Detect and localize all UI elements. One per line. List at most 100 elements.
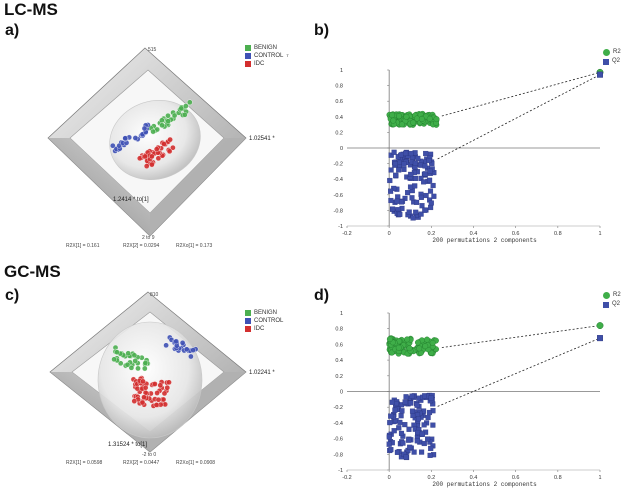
- b-r2-perm-point: [389, 112, 396, 119]
- d-q2-perm-point: [386, 434, 392, 440]
- cluster-c-idc-point: [153, 402, 160, 408]
- b-q2-perm-point: [431, 193, 437, 199]
- panel-letter-c: c): [5, 287, 20, 304]
- d-r2-perm-point: [415, 339, 422, 346]
- cluster-c-benign-point: [111, 356, 117, 363]
- d-r2-perm-point: [404, 336, 411, 343]
- b-r2-perm-point: [433, 116, 440, 123]
- d-q2-perm-point: [421, 422, 427, 428]
- d-r2-perm-point: [429, 339, 436, 346]
- d-q2-perm-point: [394, 449, 400, 455]
- cluster-a-benign-point: [178, 105, 185, 112]
- d-q2-perm-point: [408, 400, 414, 406]
- legend-c: BENIGN CONTROL IDC: [245, 309, 283, 333]
- b-q2-perm-point: [395, 194, 401, 200]
- d-q2-perm-point: [388, 413, 394, 419]
- d-ytick-label: 0: [340, 390, 343, 396]
- plot-c-r2x-1: R2X[1] = 0.0598: [66, 460, 102, 466]
- d-q2-perm-point: [421, 440, 427, 447]
- b-r2-perm-point: [403, 113, 410, 120]
- d-ytick-label: 0.2: [335, 374, 343, 380]
- b-q2-perm-point: [427, 177, 433, 183]
- b-xtick-label: 0.2: [428, 231, 436, 237]
- d-q2-perm-point: [407, 444, 413, 450]
- b-xtick-label: 0: [388, 231, 391, 237]
- panel-letter-d: d): [314, 287, 330, 304]
- d-q2-perm-point: [411, 449, 417, 455]
- b-q2-perm-point: [393, 172, 399, 178]
- d-q2-perm-point: [415, 416, 422, 422]
- b-ytick-label: 0.6: [335, 99, 343, 105]
- d-ytick-label: -0.4: [334, 421, 343, 427]
- b-ytick-label: 0: [340, 146, 343, 152]
- d-ytick-label: 0.8: [335, 327, 343, 333]
- cluster-c-benign-point: [131, 352, 138, 359]
- b-q2-perm-point: [398, 199, 405, 205]
- b-q2-perm-point: [423, 150, 429, 157]
- legend-d-q2: Q2: [603, 300, 621, 309]
- d-r2-perm-point: [406, 345, 413, 352]
- legend-c-control: CONTROL: [245, 317, 283, 325]
- b-r2-perm-point: [426, 115, 433, 122]
- plot-a-clusters: [110, 99, 193, 169]
- b-q2-perm-point: [396, 167, 402, 173]
- b-ytick-label: 0.8: [335, 84, 343, 90]
- cluster-a-benign-point: [182, 103, 189, 109]
- cluster-c-idc-point: [157, 382, 164, 389]
- b-q2-perm-point: [412, 160, 418, 166]
- plot-c-bottom-tick: -2 to 0: [142, 452, 156, 458]
- cluster-a-benign-point: [171, 112, 178, 119]
- legend-a-idc-label: IDC: [254, 61, 265, 67]
- b-q2-perm-point: [388, 188, 394, 194]
- legend-b-r2: R2: [603, 48, 621, 57]
- legend-d: R2 Q2: [603, 291, 621, 309]
- cluster-a-idc-point: [149, 153, 155, 160]
- d-q2-perm-point: [419, 449, 425, 455]
- d-ytick-label: -0.8: [334, 452, 343, 458]
- b-q2-perm-point: [418, 194, 424, 200]
- panel-letter-b: b): [314, 22, 330, 39]
- plot-a-r2x-2: R2X[2] = 0.0294: [123, 243, 159, 249]
- legend-b-q2: Q2: [603, 57, 621, 66]
- cluster-c-idc-point: [154, 390, 160, 396]
- d-q2-perm-point: [425, 436, 431, 442]
- d-q2-regression-line: [437, 337, 601, 407]
- legend-c-idc: IDC: [245, 325, 283, 333]
- d-q2-perm-point: [430, 422, 436, 428]
- cluster-c-control-point: [163, 342, 169, 349]
- d-q2-perm-point: [387, 420, 393, 426]
- b-ytick-label: -0.2: [334, 162, 343, 168]
- d-q2-perm-point: [406, 437, 412, 443]
- cluster-c-idc-point: [140, 378, 146, 385]
- b-r2-perm-point: [399, 121, 406, 128]
- cluster-c-benign-point: [135, 365, 141, 372]
- d-q2-perm-point: [396, 425, 402, 431]
- b-q2-perm-point: [421, 179, 427, 185]
- legend-d-q2-label: Q2: [612, 301, 621, 307]
- b-q2-perm-point: [408, 150, 414, 157]
- score-plot-c: 810 1.02241 * 1.31524 * to[1] -2 to 0 R2…: [49, 291, 275, 466]
- cluster-c-benign-point: [132, 358, 138, 364]
- plot-a-bottom-tick: 2 to 9: [142, 235, 155, 241]
- section-title-gcms: GC-MS: [4, 262, 61, 281]
- cluster-c-benign-point: [124, 361, 131, 368]
- cluster-a-control-point: [132, 135, 139, 141]
- d-q2-perm-point: [406, 426, 412, 432]
- cluster-c-benign-point: [141, 365, 148, 372]
- b-q2-perm-point: [409, 195, 415, 201]
- plot-a-wall-left: [48, 138, 150, 236]
- d-q2-perm-point: [402, 422, 408, 428]
- b-q2-perm-point: [406, 209, 412, 215]
- legend-a-benign: BENIGN: [245, 44, 289, 52]
- d-ytick-label: -1: [338, 468, 343, 474]
- legend-c-benign-label: BENIGN: [254, 310, 278, 316]
- section-title-lcms: LC-MS: [4, 0, 58, 19]
- plot-c-wall-left: [50, 372, 150, 452]
- cluster-c-control-point: [188, 353, 194, 360]
- d-r2-perm-point: [395, 344, 402, 351]
- legend-a-control-sub: T: [286, 53, 289, 58]
- cluster-a-benign-point: [165, 112, 171, 119]
- plot-a-r2x-1: R2X[1] = 0.161: [66, 243, 100, 249]
- d-r2-perm-point: [386, 336, 393, 343]
- cluster-c-control-point: [173, 338, 179, 345]
